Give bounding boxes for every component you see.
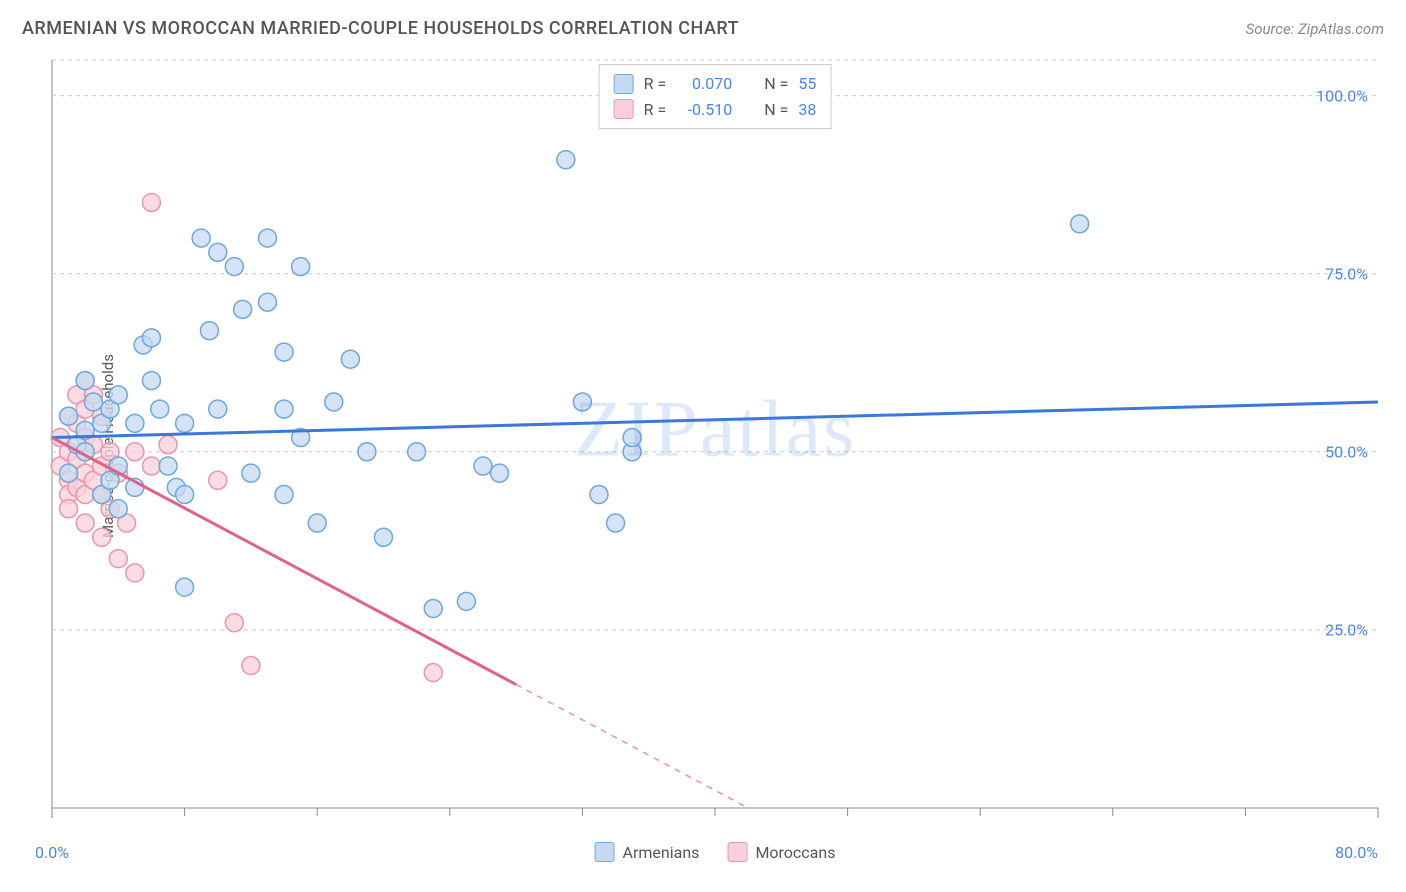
bottom-legend: Armenians Moroccans [595,842,836,862]
stats-row-armenians: R = 0.070 N = 55 [614,71,817,97]
n-value: 38 [798,97,816,123]
legend-label: Armenians [623,843,700,862]
legend-label: Moroccans [755,843,835,862]
legend-item-moroccans: Moroccans [727,842,835,862]
n-label: N = [764,71,788,97]
r-label: R = [644,71,667,97]
r-label: R = [644,97,667,123]
header-row: ARMENIAN VS MOROCCAN MARRIED-COUPLE HOUS… [0,0,1406,47]
legend-item-armenians: Armenians [595,842,700,862]
scatter-plot [50,58,1380,834]
legend-square-icon [595,842,615,862]
chart-title: ARMENIAN VS MOROCCAN MARRIED-COUPLE HOUS… [22,18,739,39]
x-tick-label: 0.0% [35,843,69,862]
source-attribution: Source: ZipAtlas.com [1246,20,1384,38]
y-tick-label: 75.0% [1325,264,1368,283]
y-tick-label: 100.0% [1316,86,1368,105]
r-value: -0.510 [676,97,732,123]
stats-row-moroccans: R = -0.510 N = 38 [614,97,817,123]
chart-area: Married-couple Households ZIPatlas R = 0… [50,58,1380,834]
y-tick-label: 50.0% [1325,442,1368,461]
n-label: N = [764,97,788,123]
y-tick-label: 25.0% [1325,620,1368,639]
legend-square-icon [614,74,634,94]
r-value: 0.070 [676,71,732,97]
legend-square-icon [727,842,747,862]
n-value: 55 [798,71,816,97]
x-tick-label: 80.0% [1335,843,1378,862]
stats-box: R = 0.070 N = 55 R = -0.510 N = 38 [599,64,832,129]
legend-square-icon [614,99,634,119]
